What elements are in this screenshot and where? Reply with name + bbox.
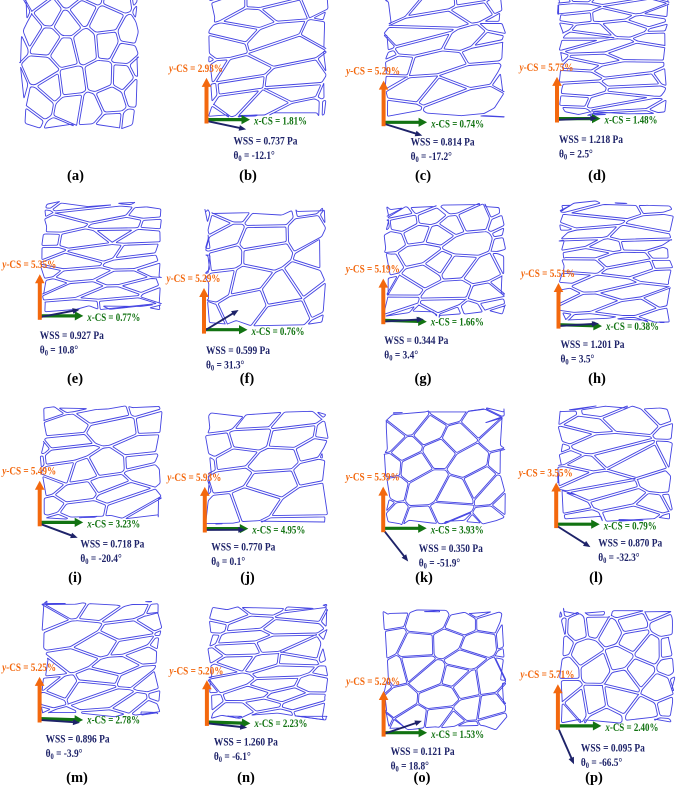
svg-text:x-CS = 2.78%: x-CS = 2.78% (86, 715, 140, 727)
svg-text:y-CS = 5.25%: y-CS = 5.25% (1, 662, 57, 674)
svg-text:y-CS = 5.29%: y-CS = 5.29% (345, 66, 401, 78)
svg-text:(o): (o) (414, 770, 431, 786)
svg-text:(p): (p) (585, 770, 603, 786)
svg-text:WSS = 0.896 Pa: WSS = 0.896 Pa (46, 733, 110, 745)
svg-text:x-CS = 0.74%: x-CS = 0.74% (430, 118, 484, 130)
svg-text:x-CS = 0.79%: x-CS = 0.79% (603, 520, 657, 532)
svg-text:θ0 = -66.5°: θ0 = -66.5° (581, 757, 623, 770)
svg-text:WSS = 0.718 Pa: WSS = 0.718 Pa (80, 539, 144, 551)
svg-text:x-CS = 1.66%: x-CS = 1.66% (430, 316, 484, 328)
svg-text:(l): (l) (589, 570, 603, 586)
svg-text:(n): (n) (237, 770, 255, 786)
svg-text:(e): (e) (67, 371, 83, 387)
svg-text:x-CS = 2.23%: x-CS = 2.23% (254, 718, 308, 730)
svg-text:WSS = 1.260 Pa: WSS = 1.260 Pa (214, 736, 278, 748)
svg-text:θ0 = 3.5°: θ0 = 3.5° (561, 354, 595, 367)
svg-text:WSS = 0.870 Pa: WSS = 0.870 Pa (598, 538, 662, 550)
svg-text:(h): (h) (588, 371, 606, 387)
svg-text:WSS = 1.201 Pa: WSS = 1.201 Pa (561, 339, 625, 351)
svg-text:WSS = 0.344 Pa: WSS = 0.344 Pa (384, 335, 448, 347)
svg-text:y-CS = 5.71%: y-CS = 5.71% (519, 669, 575, 681)
svg-text:θ0 = 2.5°: θ0 = 2.5° (559, 148, 593, 161)
svg-text:x-CS = 1.48%: x-CS = 1.48% (604, 115, 658, 127)
svg-text:θ0 = 0.1°: θ0 = 0.1° (211, 556, 245, 569)
svg-text:WSS = 0.350 Pa: WSS = 0.350 Pa (419, 543, 483, 555)
svg-text:WSS = 1.218 Pa: WSS = 1.218 Pa (559, 134, 623, 146)
svg-text:x-CS = 0.38%: x-CS = 0.38% (605, 321, 659, 333)
svg-text:x-CS = 0.77%: x-CS = 0.77% (87, 312, 141, 324)
svg-text:WSS = 0.814 Pa: WSS = 0.814 Pa (411, 137, 475, 149)
svg-text:y-CS = 5.35%: y-CS = 5.35% (1, 259, 57, 271)
svg-text:(a): (a) (67, 168, 84, 184)
svg-text:(i): (i) (68, 570, 82, 586)
svg-text:θ0 = -17.2°: θ0 = -17.2° (411, 151, 453, 164)
svg-text:y-CS = 5.20%: y-CS = 5.20% (345, 676, 401, 688)
svg-text:(g): (g) (415, 371, 432, 387)
svg-text:θ0 = -20.4°: θ0 = -20.4° (80, 553, 122, 566)
svg-text:(b): (b) (239, 168, 257, 184)
svg-text:y-CS = 2.93%: y-CS = 2.93% (167, 63, 223, 75)
svg-text:WSS = 0.770 Pa: WSS = 0.770 Pa (211, 541, 275, 553)
svg-text:x-CS = 3.93%: x-CS = 3.93% (430, 524, 484, 536)
svg-text:(j): (j) (240, 570, 255, 586)
svg-text:y-CS = 5.75%: y-CS = 5.75% (518, 62, 574, 74)
svg-text:y-CS = 5.20%: y-CS = 5.20% (168, 665, 224, 677)
svg-text:WSS = 0.095 Pa: WSS = 0.095 Pa (581, 743, 645, 755)
svg-text:WSS = 0.737 Pa: WSS = 0.737 Pa (234, 135, 298, 147)
svg-text:(f): (f) (240, 371, 255, 387)
svg-text:y-CS = 5.51%: y-CS = 5.51% (519, 268, 575, 280)
svg-text:y-CS = 5.19%: y-CS = 5.19% (344, 264, 400, 276)
svg-text:y-CS = 5.29%: y-CS = 5.29% (165, 273, 221, 285)
svg-text:θ0 = -12.1°: θ0 = -12.1° (234, 150, 276, 163)
svg-text:x-CS = 3.23%: x-CS = 3.23% (86, 519, 140, 531)
svg-text:x-CS = 1.81%: x-CS = 1.81% (253, 116, 307, 128)
svg-text:WSS = 0.599 Pa: WSS = 0.599 Pa (206, 345, 270, 357)
svg-text:WSS = 0.121 Pa: WSS = 0.121 Pa (391, 746, 455, 758)
svg-text:y-CS = 5.39%: y-CS = 5.39% (344, 472, 400, 484)
svg-text:θ0 = 31.3°: θ0 = 31.3° (206, 360, 245, 373)
svg-text:y-CS = 3.55%: y-CS = 3.55% (517, 468, 573, 480)
svg-text:θ0 = 10.8°: θ0 = 10.8° (40, 345, 79, 358)
svg-text:θ0 = 18.8°: θ0 = 18.8° (391, 761, 430, 774)
svg-text:x-CS = 1.53%: x-CS = 1.53% (430, 729, 484, 741)
svg-text:θ0 = -6.1°: θ0 = -6.1° (214, 751, 251, 764)
svg-text:(k): (k) (415, 570, 433, 586)
svg-text:y-CS = 5.49%: y-CS = 5.49% (1, 466, 57, 478)
svg-text:θ0 = 3.4°: θ0 = 3.4° (384, 350, 418, 363)
svg-text:(c): (c) (415, 168, 431, 184)
svg-text:θ0 = -3.9°: θ0 = -3.9° (46, 748, 83, 761)
svg-text:y-CS = 5.93%: y-CS = 5.93% (166, 472, 222, 484)
svg-text:(d): (d) (588, 168, 606, 184)
svg-text:x-CS = 4.95%: x-CS = 4.95% (252, 525, 306, 537)
svg-text:x-CS = 2.40%: x-CS = 2.40% (605, 722, 659, 734)
svg-text:(m): (m) (66, 770, 88, 786)
svg-text:θ0 = -32.3°: θ0 = -32.3° (598, 552, 640, 565)
svg-text:WSS = 0.927 Pa: WSS = 0.927 Pa (40, 330, 104, 342)
svg-text:θ0 = -51.9°: θ0 = -51.9° (419, 558, 461, 571)
svg-text:x-CS = 0.76%: x-CS = 0.76% (251, 326, 305, 338)
